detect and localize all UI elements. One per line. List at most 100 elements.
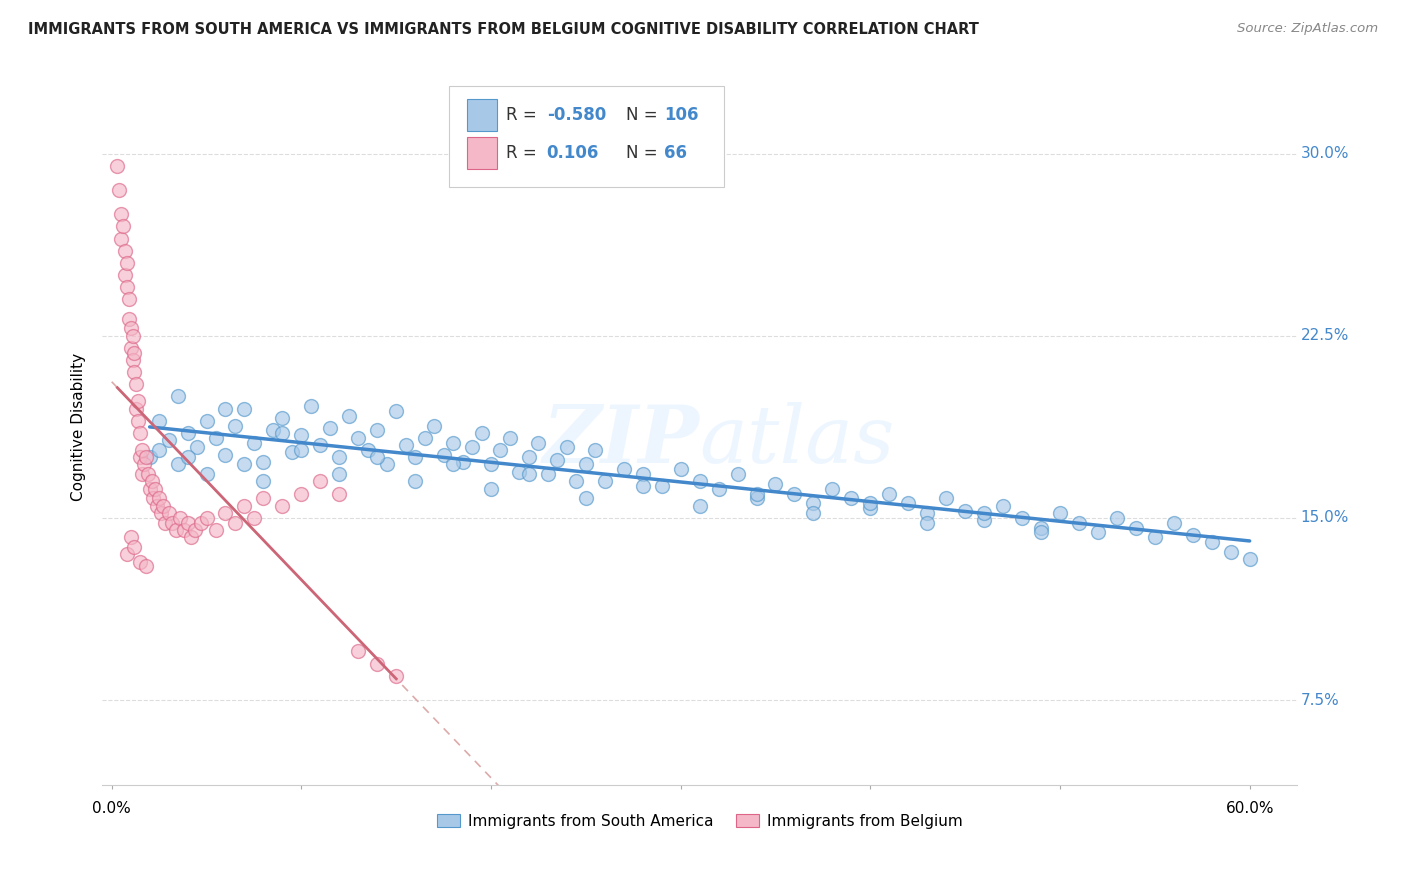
- Point: [290, 428, 312, 442]
- Point: [1181, 528, 1204, 542]
- Point: [309, 438, 332, 452]
- Point: [271, 425, 294, 440]
- Point: [897, 496, 920, 510]
- Point: [745, 486, 768, 500]
- Point: [135, 450, 157, 465]
- Text: R =: R =: [506, 145, 543, 162]
- Point: [366, 424, 388, 438]
- Point: [165, 523, 187, 537]
- Point: [707, 482, 730, 496]
- Point: [859, 501, 882, 516]
- Point: [1029, 525, 1052, 540]
- Text: IMMIGRANTS FROM SOUTH AMERICA VS IMMIGRANTS FROM BELGIUM COGNITIVE DISABILITY CO: IMMIGRANTS FROM SOUTH AMERICA VS IMMIGRA…: [28, 22, 979, 37]
- Point: [118, 293, 141, 307]
- Point: [135, 559, 157, 574]
- Point: [290, 442, 312, 457]
- Point: [783, 486, 806, 500]
- Point: [243, 435, 266, 450]
- Point: [1125, 520, 1147, 534]
- Point: [613, 462, 636, 476]
- Point: [120, 530, 142, 544]
- Point: [190, 516, 212, 530]
- Point: [243, 511, 266, 525]
- Point: [271, 411, 294, 425]
- Point: [233, 458, 256, 472]
- Point: [131, 442, 153, 457]
- Point: [281, 445, 304, 459]
- Text: R =: R =: [506, 106, 543, 124]
- Text: -0.580: -0.580: [547, 106, 606, 124]
- Point: [499, 431, 522, 445]
- Point: [205, 523, 228, 537]
- Point: [404, 450, 426, 465]
- Point: [470, 425, 492, 440]
- Point: [347, 431, 370, 445]
- Point: [973, 506, 995, 520]
- Point: [803, 506, 825, 520]
- Point: [575, 491, 598, 506]
- Point: [153, 516, 176, 530]
- Point: [121, 328, 143, 343]
- Point: [537, 467, 560, 482]
- Point: [224, 516, 246, 530]
- Point: [479, 482, 502, 496]
- Point: [157, 506, 180, 520]
- Text: 60.0%: 60.0%: [1226, 801, 1274, 816]
- Point: [328, 467, 350, 482]
- Text: N =: N =: [626, 106, 662, 124]
- Point: [1105, 511, 1128, 525]
- Point: [441, 435, 464, 450]
- Point: [195, 467, 218, 482]
- Point: [129, 450, 152, 465]
- Point: [124, 345, 146, 359]
- Point: [461, 441, 484, 455]
- Point: [803, 496, 825, 510]
- Point: [631, 467, 654, 482]
- Point: [583, 442, 606, 457]
- Point: [555, 441, 578, 455]
- Point: [152, 499, 174, 513]
- Point: [517, 450, 540, 465]
- Point: [125, 401, 148, 416]
- Point: [479, 458, 502, 472]
- Point: [114, 244, 136, 258]
- Point: [214, 448, 236, 462]
- Point: [233, 401, 256, 416]
- Point: [915, 516, 938, 530]
- Point: [821, 482, 844, 496]
- Point: [433, 448, 456, 462]
- Text: atlas: atlas: [700, 402, 896, 480]
- Point: [138, 482, 160, 496]
- Text: ZIP: ZIP: [543, 402, 700, 480]
- Point: [299, 399, 322, 413]
- Point: [337, 409, 360, 423]
- Point: [441, 458, 464, 472]
- Point: [120, 321, 142, 335]
- Text: N =: N =: [626, 145, 662, 162]
- Point: [935, 491, 957, 506]
- Point: [319, 421, 342, 435]
- Point: [148, 491, 170, 506]
- Point: [593, 475, 616, 489]
- Point: [565, 475, 588, 489]
- Point: [689, 499, 711, 513]
- Point: [413, 431, 436, 445]
- Point: [859, 496, 882, 510]
- Point: [110, 231, 132, 245]
- Point: [262, 424, 284, 438]
- Point: [118, 311, 141, 326]
- Point: [841, 491, 863, 506]
- Point: [132, 458, 155, 472]
- Point: [148, 442, 170, 457]
- Point: [357, 442, 380, 457]
- Point: [252, 455, 274, 469]
- Text: 0.106: 0.106: [547, 145, 599, 162]
- Text: 106: 106: [664, 106, 699, 124]
- Point: [395, 438, 418, 452]
- Point: [184, 523, 207, 537]
- Point: [205, 431, 228, 445]
- Point: [143, 482, 166, 496]
- Point: [765, 476, 787, 491]
- Point: [167, 389, 190, 403]
- Point: [489, 442, 512, 457]
